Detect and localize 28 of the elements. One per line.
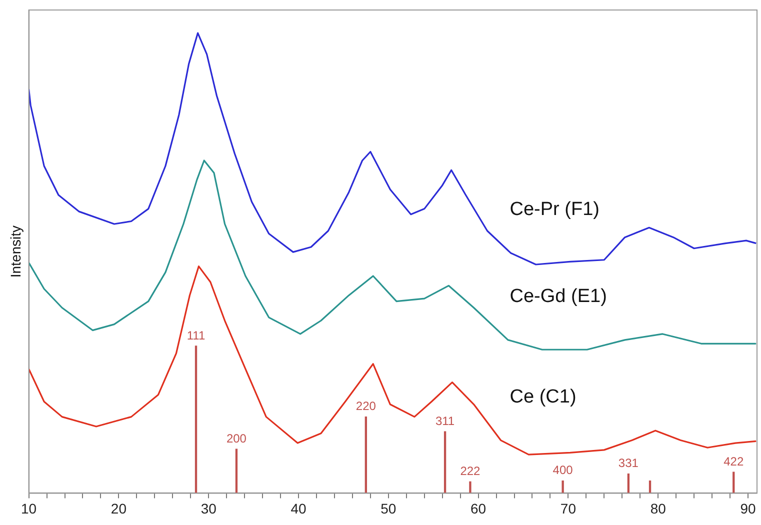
- annotation: 311: [435, 414, 455, 428]
- series-label: Ce-Pr (F1): [510, 198, 600, 220]
- bar: [732, 472, 735, 494]
- bar: [364, 416, 368, 494]
- annotation: 331: [618, 456, 639, 470]
- bar: [444, 431, 446, 494]
- x-tick-label: 40: [290, 500, 306, 516]
- x-tick-label: 60: [470, 500, 486, 516]
- bar: [562, 480, 564, 494]
- annotation: 200: [226, 431, 247, 446]
- annotation: 422: [724, 454, 744, 468]
- annotation: 111: [186, 328, 206, 342]
- bar: [469, 481, 472, 494]
- x-tick-label: 20: [110, 500, 127, 516]
- x-tick-label: 50: [380, 500, 396, 516]
- x-tick-label: 80: [650, 500, 666, 516]
- series-label: Ce-Gd (E1): [510, 286, 607, 307]
- bar: [194, 346, 198, 494]
- annotation: 220: [356, 399, 376, 414]
- x-tick-label: 10: [21, 500, 37, 516]
- annotation: 400: [552, 463, 574, 478]
- x-tick-label: 30: [200, 500, 217, 516]
- series-label: Ce (C1): [510, 386, 576, 408]
- annotation: 222: [460, 464, 481, 478]
- bar: [235, 448, 238, 494]
- x-tick-label: 90: [740, 500, 756, 516]
- x-tick-label: 70: [560, 500, 576, 516]
- y-axis-title: Intensity: [7, 226, 24, 278]
